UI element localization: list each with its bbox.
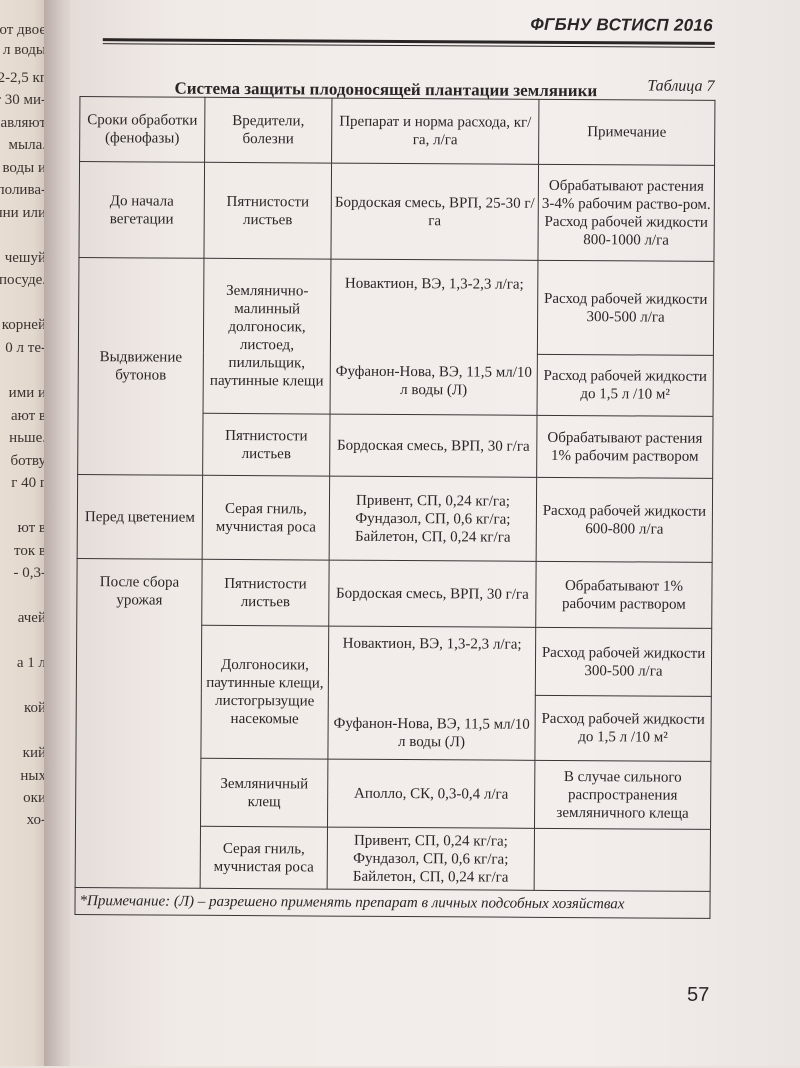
phase-cell: Выдвижение бутонов bbox=[77, 257, 204, 476]
pest-cell: Долгоносики, паутинные клещи, листогрызу… bbox=[200, 625, 329, 760]
left-page-text-fragment: бавляют bbox=[0, 115, 46, 131]
left-page-edge: ают двое 5 л воды 2-2,5 кг г 30 ми-бавляют м… bbox=[0, 0, 48, 1066]
left-page-text-fragment: полива- bbox=[0, 182, 46, 198]
left-page-text-fragment: кий bbox=[22, 745, 46, 761]
pest-cell: Пятнистости листьев bbox=[202, 413, 331, 477]
left-page-text-fragment: ачей bbox=[17, 610, 46, 626]
drug-option: Фуфанон-Нова, ВЭ, 11,5 мл/10 л воды (Л) bbox=[335, 363, 532, 399]
left-page-text-fragment: ают двое bbox=[0, 22, 46, 38]
pest-cell: Земляничный клещ bbox=[200, 758, 328, 828]
drug-cell: Привент, СП, 0,24 кг/га; Фундазол, СП, 0… bbox=[329, 476, 537, 562]
column-header: Вредители, болезни bbox=[204, 97, 332, 164]
footnote: *Примечание: (Л) – разрешено применять п… bbox=[74, 887, 711, 919]
note-cell: Расход рабочей жидкости 300-500 л/га bbox=[537, 260, 714, 356]
note-cell: Расход рабочей жидкости до 1,5 л /10 м² bbox=[534, 695, 712, 762]
note-cell: Обрабатывают 1% рабочим раствором bbox=[535, 561, 713, 629]
right-page bbox=[70, 0, 800, 1066]
drug-cell: Аполло, СК, 0,3-0,4 л/га bbox=[327, 759, 535, 829]
table-row: После сбора урожая Пятнистости листьев Б… bbox=[75, 558, 713, 889]
column-header: Препарат и норма расхода, кг/га, л/га bbox=[331, 98, 539, 165]
drug-cell: Новактион, ВЭ, 1,3-2,3 л/га; Фуфанон-Нов… bbox=[330, 259, 538, 416]
phase-cell: Перед цветением bbox=[77, 474, 203, 560]
pest-cell: Пятнистости листьев bbox=[203, 162, 332, 260]
left-page-text-fragment: 0 л те- bbox=[5, 340, 46, 356]
left-page-text-fragment: ют в bbox=[17, 520, 46, 536]
left-page-text-fragment: а 1 л bbox=[16, 655, 46, 671]
protection-table: Сроки обработки (фенофазы) Вредители, бо… bbox=[74, 96, 715, 919]
left-page-text-fragment: ньше. bbox=[9, 430, 46, 446]
note-cell: Расход рабочей жидкости 300-500 л/га bbox=[535, 627, 712, 697]
left-page-text-fragment: ботву bbox=[10, 453, 46, 469]
table-row: Перед цветением Серая гниль, мучнистая р… bbox=[77, 474, 713, 563]
left-page-text-fragment: чешуй bbox=[4, 250, 46, 266]
left-page-text-fragment: хо- bbox=[26, 812, 46, 828]
left-page-text-fragment: ают в bbox=[10, 408, 46, 424]
table-header-row: Сроки обработки (фенофазы) Вредители, бо… bbox=[79, 96, 715, 166]
drug-option: Новактион, ВЭ, 1,3-2,3 л/га; bbox=[344, 275, 524, 293]
left-page-text-fragment: воды и bbox=[2, 160, 46, 176]
left-page-text-fragment: 2-2,5 кг bbox=[0, 70, 46, 86]
phase-cell: После сбора урожая bbox=[75, 558, 203, 889]
left-page-text-fragment: 5 л воды bbox=[0, 42, 46, 58]
left-page-text-fragment: ных bbox=[20, 768, 46, 784]
note-cell: Обрабатывают растения 3-4% рабочим раств… bbox=[537, 164, 715, 262]
footnote-row: *Примечание: (Л) – разрешено применять п… bbox=[74, 887, 711, 919]
table-label: Таблица 7 bbox=[647, 77, 715, 95]
drug-option: Фуфанон-Нова, ВЭ, 11,5 мл/10 л воды (Л) bbox=[333, 715, 530, 751]
drug-cell: Новактион, ВЭ, 1,3-2,3 л/га; Фуфанон-Нов… bbox=[327, 626, 536, 761]
drug-option: Новактион, ВЭ, 1,3-2,3 л/га; bbox=[342, 635, 522, 653]
left-page-text-fragment: корней bbox=[1, 317, 46, 333]
table-row: Выдвижение бутонов Землянично-малинный д… bbox=[77, 257, 714, 476]
drug-cell: Бордоская смесь, ВРП, 25-30 г/га bbox=[330, 163, 539, 261]
table-row: До начала вегетации Пятнистости листьев … bbox=[78, 161, 715, 262]
left-page-text-fragment: мыла. bbox=[8, 137, 46, 153]
left-page-text-fragment: - 0,3- bbox=[13, 565, 47, 581]
note-cell: Обрабатывают растения 1% рабочим раствор… bbox=[536, 415, 714, 479]
column-header: Примечание bbox=[538, 99, 715, 166]
pest-cell: Землянично-малинный долгоносик, листоед,… bbox=[203, 258, 331, 415]
left-page-text-fragment: ток в bbox=[14, 543, 46, 559]
pest-cell: Пятнистости листьев bbox=[201, 559, 330, 627]
pest-cell: Серая гниль, мучнистая роса bbox=[200, 826, 328, 890]
phase-cell: До начала вегетации bbox=[78, 161, 205, 259]
left-page-text-fragment: ими и bbox=[8, 385, 46, 401]
left-page-text-fragment: кой bbox=[23, 700, 46, 716]
pest-cell: Серая гниль, мучнистая роса bbox=[202, 475, 330, 561]
left-page-text-fragment: оки bbox=[23, 790, 46, 806]
drug-cell: Бордоская смесь, ВРП, 30 г/га bbox=[328, 560, 537, 628]
left-page-text-fragment: г 30 ми- bbox=[0, 92, 46, 108]
left-page-text-fragment: посуде. bbox=[0, 272, 46, 288]
running-head: ФГБНУ ВСТИСП 2016 bbox=[530, 14, 713, 35]
left-page-text-fragment: нни или bbox=[0, 205, 46, 221]
drug-cell: Привент, СП, 0,24 кг/га; Фундазол, СП, 0… bbox=[327, 827, 535, 891]
page-number: 57 bbox=[686, 983, 710, 1006]
note-cell: В случае сильного распространения землян… bbox=[534, 760, 711, 830]
left-page-text-fragment: г 40 г bbox=[11, 475, 46, 491]
note-cell bbox=[534, 828, 711, 892]
note-cell: Расход рабочей жидкости 600-800 л/га bbox=[536, 477, 713, 563]
column-header: Сроки обработки (фенофазы) bbox=[79, 96, 205, 163]
note-cell: Расход рабочей жидкости до 1,5 л /10 м² bbox=[537, 354, 714, 417]
drug-cell: Бордоская смесь, ВРП, 30 г/га bbox=[329, 414, 538, 478]
